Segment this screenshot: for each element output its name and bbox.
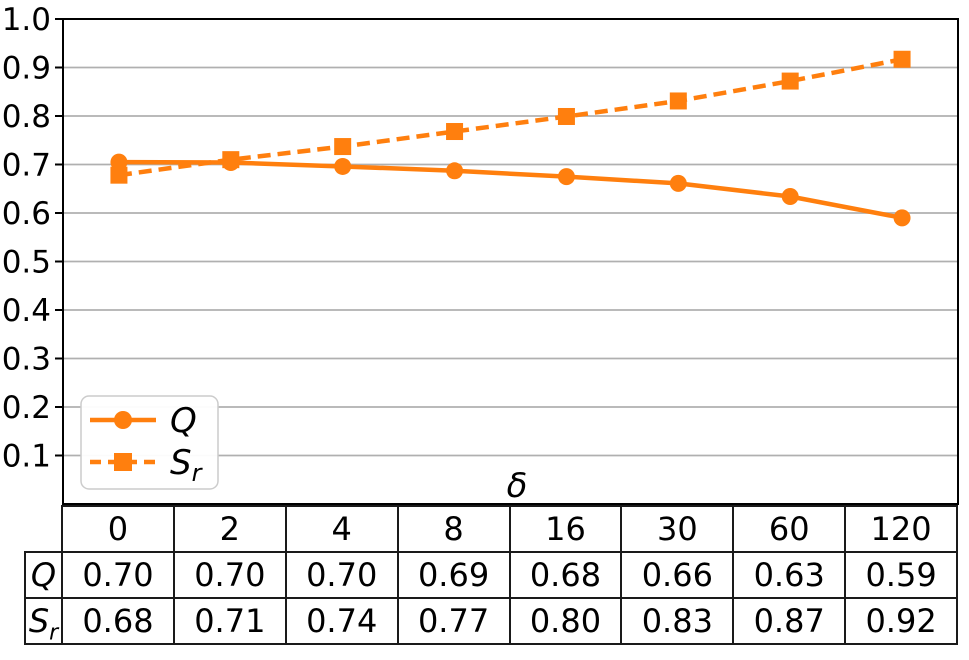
table-header-cell: 30 (620, 505, 735, 553)
table-header-cell: 2 (172, 505, 287, 553)
table-cell: 0.66 (620, 551, 735, 599)
legend-q-label: Q (170, 401, 197, 441)
sr-square-marker (334, 138, 352, 156)
legend-sr-label: Sr (170, 443, 204, 487)
table-cell: 0.70 (172, 551, 287, 599)
table-cell: 0.77 (396, 597, 511, 645)
q-circle-marker (781, 188, 799, 206)
y-tick-label: 0.8 (2, 99, 51, 135)
table-cell: 0.70 (61, 551, 175, 599)
y-tick-label: 0.7 (2, 148, 51, 184)
row-label: Sr (24, 597, 63, 645)
y-tick-label: 0.9 (2, 51, 51, 87)
table-header-cell: 0 (61, 505, 175, 553)
data-table: 0 2 4 8 16 30 60 120 Q 0.70 0.70 0.70 0.69 0.68 0.66 0.… (24, 505, 958, 645)
x-axis-label: δ (507, 466, 528, 506)
q-circle-marker (669, 174, 687, 192)
y-tick-label: 0.6 (2, 196, 51, 232)
table-header-cell: 4 (284, 505, 399, 553)
table-header-cell: 60 (732, 505, 847, 553)
sr-square-marker (110, 166, 128, 184)
table-header-cell: 120 (844, 505, 958, 553)
sr-square-marker (446, 123, 464, 141)
table-header-cell: 16 (508, 505, 623, 553)
table-cell: 0.68 (508, 551, 623, 599)
table-cell: 0.71 (172, 597, 287, 645)
legend-q-circle-marker (114, 411, 132, 429)
table-cell: 0.80 (508, 597, 623, 645)
table-cell: 0.59 (844, 551, 958, 599)
y-tick-label: 0.2 (2, 390, 51, 426)
line-chart: 1.0 0.9 0.8 0.7 0.6 0.5 0.4 0.3 0.2 0.1 QSr δ (2, 2, 959, 506)
table-cell: 0.87 (732, 597, 847, 645)
table-cell: 0.63 (732, 551, 847, 599)
sr-square-marker (781, 72, 799, 90)
q-circle-marker (334, 157, 352, 175)
table-cell: 0.83 (620, 597, 735, 645)
sr-square-marker (222, 151, 240, 169)
table-cell: 0.92 (844, 597, 958, 645)
table-cell: 0.74 (284, 597, 399, 645)
table-cell: 0.68 (61, 597, 175, 645)
y-tick-label: 0.1 (2, 439, 51, 475)
y-tick-label: 1.0 (2, 2, 51, 38)
y-tick-label: 0.4 (2, 293, 51, 329)
table-cell: 0.69 (396, 551, 511, 599)
sr-square-marker (669, 92, 687, 110)
table-cell: 0.70 (284, 551, 399, 599)
table-header-cell: 8 (396, 505, 511, 553)
q-circle-marker (893, 209, 911, 227)
sr-series-line (118, 57, 903, 178)
q-circle-marker (446, 162, 464, 180)
table-corner-spacer (25, 506, 62, 552)
q-series-line (118, 159, 903, 221)
sr-square-marker (893, 50, 911, 68)
y-tick-label: 0.3 (2, 342, 51, 378)
sr-square-marker (557, 107, 575, 125)
row-label: Q (24, 551, 63, 599)
y-tick-label: 0.5 (2, 245, 51, 281)
legend-sr-square-marker (114, 453, 132, 471)
q-circle-marker (110, 153, 128, 171)
q-circle-marker (557, 168, 575, 186)
